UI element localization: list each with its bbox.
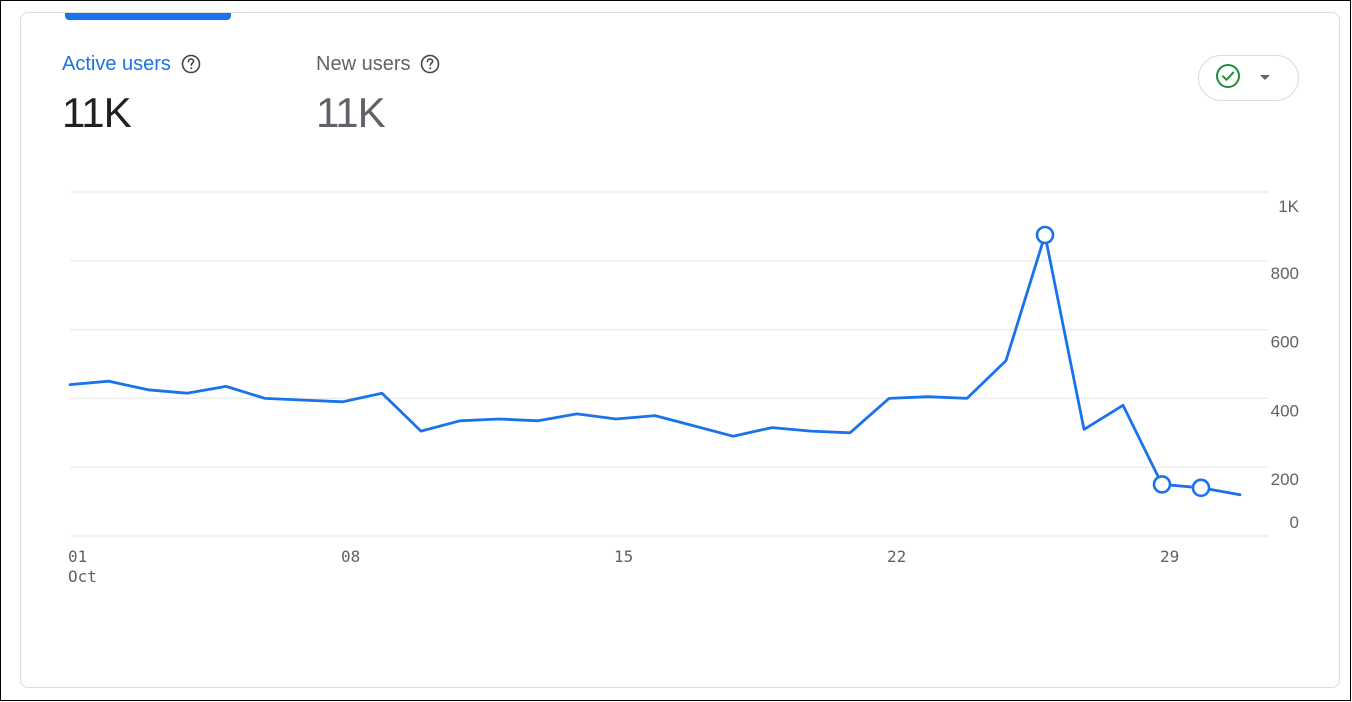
- y-tick-label: 600: [1271, 333, 1299, 352]
- series-line: [68, 233, 1242, 497]
- data-point-marker: [1152, 475, 1172, 494]
- help-circle-icon[interactable]: [420, 54, 440, 74]
- caret-down-icon: [1259, 69, 1271, 87]
- metric-label-active-users: Active users: [62, 53, 171, 75]
- metric-label-new-users: New users: [316, 53, 411, 75]
- y-tick-label: 0: [1290, 513, 1299, 532]
- x-tick-label: 29: [1160, 547, 1179, 566]
- x-tick-label: 08: [341, 547, 360, 566]
- help-circle-icon[interactable]: [181, 54, 201, 74]
- y-tick-label: 400: [1271, 401, 1299, 420]
- metric-value-active-users: 11K: [62, 89, 132, 136]
- x-tick-sublabel: Oct: [68, 567, 97, 586]
- data-point-marker: [1035, 225, 1055, 245]
- data-quality-dropdown[interactable]: [1198, 55, 1299, 101]
- data-point-marker: [1191, 478, 1211, 498]
- chart-card: [20, 12, 1340, 688]
- metric-tab-active-users[interactable]: Active users 11K: [62, 50, 201, 138]
- y-tick-label: 200: [1271, 470, 1299, 489]
- y-tick-label: 1K: [1278, 197, 1299, 216]
- x-tick-label: 22: [887, 547, 906, 566]
- y-tick-label: 800: [1271, 264, 1299, 283]
- x-tick-label: 01: [68, 547, 87, 566]
- metric-tab-new-users[interactable]: New users 11K: [316, 50, 440, 138]
- metric-value-new-users: 11K: [316, 89, 386, 136]
- check-circle-icon: [1215, 63, 1241, 94]
- active-tab-indicator: [65, 13, 231, 20]
- x-tick-label: 15: [614, 547, 633, 566]
